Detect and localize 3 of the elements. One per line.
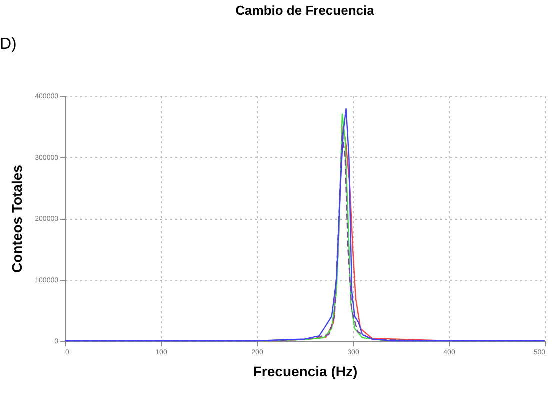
text: D): [0, 36, 17, 53]
chart-title: Cambio de Frecuencia: [236, 3, 376, 18]
y-axis-title: Conteos Totales: [9, 164, 26, 273]
